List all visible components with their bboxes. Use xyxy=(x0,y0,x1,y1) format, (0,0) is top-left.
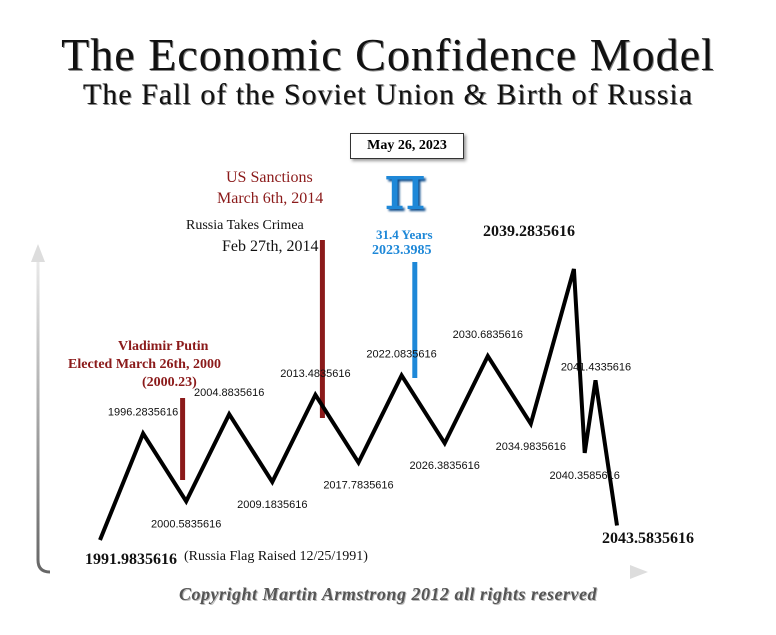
chart-subtitle: The Fall of the Soviet Union & Birth of … xyxy=(82,78,694,111)
putin-label-line1: Vladimir Putin xyxy=(118,339,209,354)
putin-label-line2: Elected March 26th, 2000 xyxy=(68,357,221,372)
y-axis-arrow xyxy=(31,244,45,262)
sanctions-label-line1: US Sanctions xyxy=(226,169,313,186)
sanctions-label-line2: March 6th, 2014 xyxy=(217,190,324,207)
point-label: 2039.2835616 xyxy=(483,223,575,240)
point-label: 2004.8835616 xyxy=(194,387,264,399)
point-label: 2041.4335616 xyxy=(561,361,631,373)
point-label: 2017.7835616 xyxy=(323,480,393,492)
point-label: 2040.3585616 xyxy=(550,470,620,482)
point-label: 2043.5835616 xyxy=(602,530,694,547)
point-label: 1991.9835616 xyxy=(85,551,177,568)
crimea-label-line1: Russia Takes Crimea xyxy=(186,218,304,233)
chart-title: The Economic Confidence Model xyxy=(61,29,715,80)
pi-date-box: May 26, 2023 xyxy=(350,133,464,159)
pi-years-label: 31.4 Years xyxy=(376,227,433,242)
point-label: 2013.4835616 xyxy=(280,368,350,380)
point-label: 2022.0835616 xyxy=(366,348,436,360)
flag-note: (Russia Flag Raised 12/25/1991) xyxy=(184,549,368,564)
x-axis-arrow xyxy=(630,565,648,579)
putin-label-line3: (2000.23) xyxy=(142,375,197,390)
pi-value-label: 2023.3985 xyxy=(372,243,432,258)
y-axis xyxy=(36,250,51,574)
point-label: 2009.1835616 xyxy=(237,499,307,511)
pi-icon: π xyxy=(384,151,427,225)
copyright-notice: Copyright Martin Armstrong 2012 all righ… xyxy=(179,584,597,604)
ecm-series-line xyxy=(98,268,619,541)
crimea-label-line2: Feb 27th, 2014 xyxy=(222,238,319,255)
point-label: 2034.9835616 xyxy=(496,441,566,453)
point-label: 2030.6835616 xyxy=(453,329,523,341)
point-label: 2026.3835616 xyxy=(410,460,480,472)
point-label: 2000.5835616 xyxy=(151,518,221,530)
point-label: 1996.2835616 xyxy=(108,407,178,419)
